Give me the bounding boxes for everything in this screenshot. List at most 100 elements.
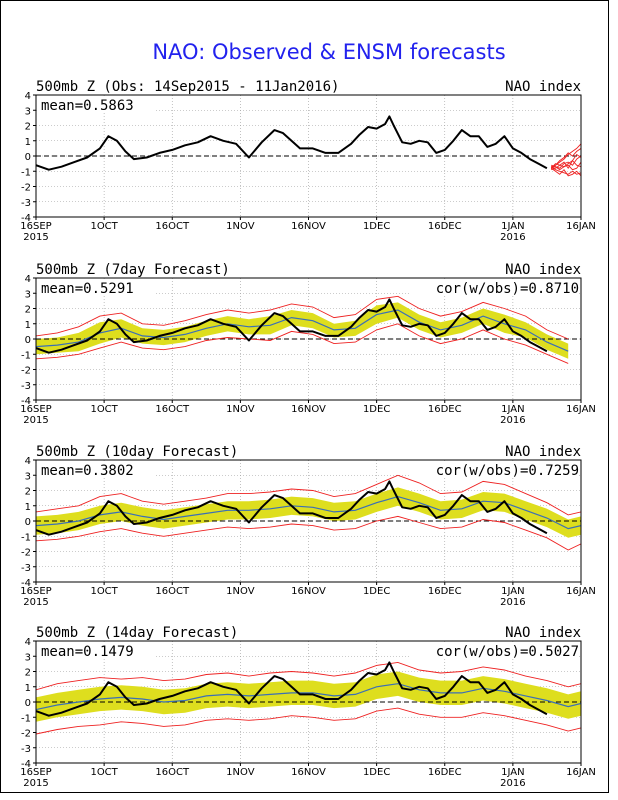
year-label: 2016 (500, 415, 525, 426)
plot-area (36, 474, 581, 551)
x-tick-label: 16NOV (291, 221, 326, 232)
y-tick-label: -2 (21, 183, 31, 194)
x-tick-label: 16SEP (20, 586, 51, 597)
panel-title: 500mb Z (10day Forecast) (36, 444, 238, 460)
y-tick-label: 0 (25, 152, 31, 163)
year-label: 2016 (500, 778, 525, 789)
x-tick-label: 16JAN (566, 404, 596, 415)
y-tick-label: 0 (25, 698, 31, 709)
y-tick-label: -4 (21, 396, 31, 407)
envelope-lower-line (36, 323, 569, 364)
y-tick-label: -4 (21, 213, 31, 224)
y-tick-label: -3 (21, 381, 31, 392)
x-tick-label: 1OCT (90, 221, 118, 232)
y-tick-label: -1 (21, 532, 31, 543)
x-tick-label: 16JAN (566, 767, 596, 778)
x-tick-label: 1JAN (501, 586, 524, 597)
panel-right-label: NAO index (505, 79, 581, 95)
x-tick-label: 16NOV (291, 586, 326, 597)
x-tick-label: 1DEC (363, 221, 390, 232)
x-tick-label: 1JAN (501, 767, 524, 778)
observed-line (36, 661, 548, 717)
x-tick-label: 1DEC (363, 586, 390, 597)
y-tick-label: 2 (25, 122, 31, 133)
x-tick-label: 1NOV (226, 404, 255, 415)
ensemble-mean-line (36, 495, 581, 530)
mean-label-bg (38, 462, 156, 478)
panels-group: 500mb Z (Obs: 14Sep2015 - 11Jan2016) NAO … (20, 79, 596, 789)
y-tick-label: -4 (21, 759, 31, 770)
ensemble-mean-line (36, 309, 569, 352)
x-tick-label: 1NOV (226, 767, 255, 778)
x-tick-label: 16OCT (155, 586, 190, 597)
y-tick-label: -4 (21, 578, 31, 589)
cor-label: cor(w/obs)=0.5027 (436, 644, 579, 660)
x-tick-label: 1OCT (90, 404, 118, 415)
cor-label: cor(w/obs)=0.7259 (436, 463, 579, 479)
x-tick-label: 1JAN (501, 404, 524, 415)
panel-right-label: NAO index (505, 444, 581, 460)
y-tick-label: 1 (25, 683, 31, 694)
x-tick-label: 16DEC (428, 586, 462, 597)
y-tick-label: 2 (25, 487, 31, 498)
mean-label: mean=0.3802 (41, 463, 134, 479)
y-tick-label: -2 (21, 548, 31, 559)
y-tick-label: 4 (25, 637, 31, 648)
x-tick-label: 1JAN (501, 221, 524, 232)
cor-label-bg (411, 643, 579, 659)
spread-band (36, 302, 569, 359)
x-tick-label: 16SEP (20, 767, 51, 778)
y-tick-label: -3 (21, 198, 31, 209)
x-tick-label: 16JAN (566, 586, 596, 597)
cor-label-bg (411, 280, 579, 296)
year-label: 2015 (23, 232, 48, 243)
panel-1: 500mb Z (Obs: 14Sep2015 - 11Jan2016) NAO … (20, 79, 596, 243)
ensemble-mean-line (36, 683, 581, 711)
x-tick-label: 1NOV (226, 586, 255, 597)
year-label: 2015 (23, 597, 48, 608)
x-tick-label: 16JAN (566, 221, 596, 232)
y-tick-label: -3 (21, 563, 31, 574)
plot-area (36, 661, 581, 735)
x-tick-label: 16OCT (155, 767, 190, 778)
mean-label: mean=0.5291 (41, 281, 134, 297)
x-tick-label: 1DEC (363, 404, 390, 415)
plot-area (36, 295, 581, 364)
mean-label: mean=0.1479 (41, 644, 134, 660)
x-tick-label: 1OCT (90, 767, 118, 778)
year-label: 2016 (500, 597, 525, 608)
envelope-upper-line (36, 661, 581, 691)
cor-label-bg (411, 462, 579, 478)
mean-label-bg (38, 643, 156, 659)
x-tick-label: 1OCT (90, 586, 118, 597)
mean-label-bg (38, 97, 156, 113)
x-tick-label: 16NOV (291, 404, 326, 415)
mean-label: mean=0.5863 (41, 98, 134, 114)
panel-title: 500mb Z (Obs: 14Sep2015 - 11Jan2016) (36, 79, 339, 95)
y-tick-label: 2 (25, 305, 31, 316)
panel-2: 500mb Z (7day Forecast) NAO index 4 3 2 1 0 -1 -… (20, 262, 596, 426)
panel-title: 500mb Z (7day Forecast) (36, 262, 230, 278)
panel-4: 500mb Z (14day Forecast) NAO index 4 3 2 1 0 -1… (20, 625, 596, 789)
y-tick-label: 3 (25, 106, 31, 117)
observed-line (36, 115, 548, 171)
y-tick-label: -2 (21, 366, 31, 377)
x-tick-label: 1DEC (363, 767, 390, 778)
envelope-upper-line (36, 474, 581, 516)
y-tick-label: -3 (21, 744, 31, 755)
spread-band (36, 671, 581, 722)
envelope-lower-line (36, 707, 581, 735)
y-tick-label: 1 (25, 320, 31, 331)
observed-line (36, 298, 548, 354)
y-tick-label: -1 (21, 167, 31, 178)
y-tick-label: 1 (25, 502, 31, 513)
x-tick-label: 16DEC (428, 767, 462, 778)
y-tick-label: 3 (25, 471, 31, 482)
y-tick-label: 3 (25, 289, 31, 300)
y-tick-label: 4 (25, 274, 31, 285)
year-label: 2015 (23, 415, 48, 426)
y-tick-label: 2 (25, 668, 31, 679)
y-tick-label: -2 (21, 729, 31, 740)
x-tick-label: 16OCT (155, 404, 190, 415)
